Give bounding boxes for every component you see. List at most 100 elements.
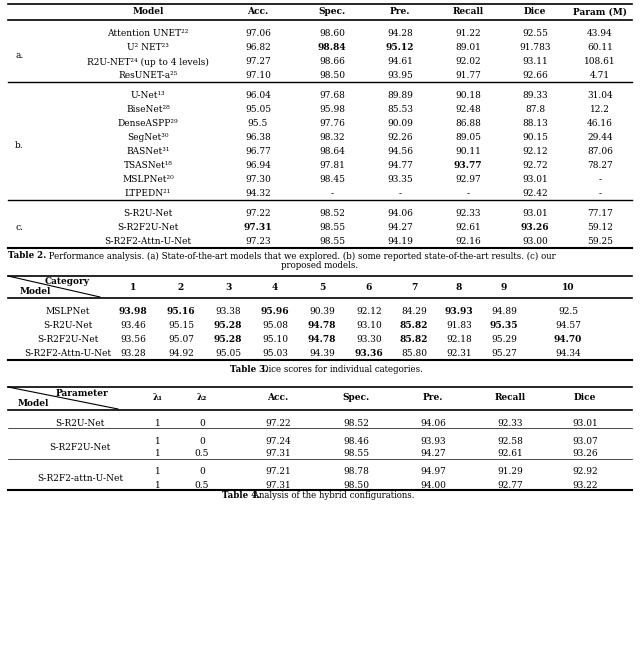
Text: 97.22: 97.22 [265, 419, 291, 428]
Text: 92.42: 92.42 [522, 189, 548, 198]
Text: 93.10: 93.10 [356, 322, 382, 331]
Text: 9: 9 [501, 282, 507, 291]
Text: 97.24: 97.24 [265, 436, 291, 445]
Text: 93.22: 93.22 [572, 481, 598, 489]
Text: 84.29: 84.29 [401, 307, 427, 316]
Text: 85.82: 85.82 [400, 322, 428, 331]
Text: Spec.: Spec. [342, 394, 370, 403]
Text: 93.30: 93.30 [356, 335, 382, 345]
Text: 95.12: 95.12 [386, 43, 414, 52]
Text: 98.52: 98.52 [343, 419, 369, 428]
Text: 89.01: 89.01 [455, 43, 481, 52]
Text: 93.01: 93.01 [522, 210, 548, 219]
Text: 90.39: 90.39 [309, 307, 335, 316]
Text: Dice: Dice [574, 394, 596, 403]
Text: Recall: Recall [495, 394, 525, 403]
Text: 93.93: 93.93 [420, 436, 446, 445]
Text: 92.5: 92.5 [558, 307, 578, 316]
Text: BiseNet²⁸: BiseNet²⁸ [126, 105, 170, 115]
Text: 94.28: 94.28 [387, 29, 413, 39]
Text: 98.55: 98.55 [319, 238, 345, 246]
Text: 93.26: 93.26 [521, 223, 549, 233]
Text: 92.12: 92.12 [522, 147, 548, 157]
Text: 95.27: 95.27 [491, 350, 517, 358]
Text: 1: 1 [155, 449, 161, 458]
Text: 87.06: 87.06 [587, 147, 613, 157]
Text: 91.22: 91.22 [455, 29, 481, 39]
Text: -: - [330, 189, 333, 198]
Text: 1: 1 [130, 282, 136, 291]
Text: 94.00: 94.00 [420, 481, 446, 489]
Text: 93.26: 93.26 [572, 449, 598, 458]
Text: a.: a. [15, 50, 23, 60]
Text: 98.46: 98.46 [343, 436, 369, 445]
Text: Acc.: Acc. [248, 7, 269, 16]
Text: 8: 8 [456, 282, 462, 291]
Text: 88.13: 88.13 [522, 119, 548, 128]
Text: 1: 1 [155, 481, 161, 489]
Text: S-R2F2-Attn-U-Net: S-R2F2-Attn-U-Net [24, 350, 111, 358]
Text: 92.26: 92.26 [387, 134, 413, 143]
Text: 96.04: 96.04 [245, 92, 271, 100]
Text: 97.68: 97.68 [319, 92, 345, 100]
Text: 97.31: 97.31 [265, 481, 291, 489]
Text: Table 3.: Table 3. [230, 364, 268, 373]
Text: 97.21: 97.21 [265, 468, 291, 476]
Text: 92.55: 92.55 [522, 29, 548, 39]
Text: 97.76: 97.76 [319, 119, 345, 128]
Text: 95.10: 95.10 [262, 335, 288, 345]
Text: 93.77: 93.77 [454, 162, 483, 170]
Text: SegNet³⁰: SegNet³⁰ [127, 134, 169, 143]
Text: U-Net¹³: U-Net¹³ [131, 92, 165, 100]
Text: 94.77: 94.77 [387, 162, 413, 170]
Text: 93.01: 93.01 [572, 419, 598, 428]
Text: 95.35: 95.35 [490, 322, 518, 331]
Text: ResUNET-a²⁵: ResUNET-a²⁵ [118, 71, 178, 81]
Text: 94.32: 94.32 [245, 189, 271, 198]
Text: Pre.: Pre. [390, 7, 410, 16]
Text: c.: c. [15, 223, 23, 233]
Text: 1: 1 [155, 436, 161, 445]
Text: 92.58: 92.58 [497, 436, 523, 445]
Text: 92.33: 92.33 [455, 210, 481, 219]
Text: Parameter: Parameter [55, 388, 108, 398]
Text: 92.61: 92.61 [497, 449, 523, 458]
Text: 7: 7 [411, 282, 417, 291]
Text: U² NET²³: U² NET²³ [127, 43, 169, 52]
Text: 92.02: 92.02 [455, 58, 481, 67]
Text: 94.78: 94.78 [308, 335, 336, 345]
Text: 94.57: 94.57 [555, 322, 581, 331]
Text: S-R2U-Net: S-R2U-Net [55, 419, 105, 428]
Text: 4.71: 4.71 [590, 71, 610, 81]
Text: 93.98: 93.98 [118, 307, 147, 316]
Text: MSLPNet: MSLPNet [45, 307, 90, 316]
Text: Table 4.: Table 4. [222, 491, 260, 500]
Text: 94.34: 94.34 [555, 350, 581, 358]
Text: MSLPNet²⁰: MSLPNet²⁰ [122, 176, 174, 185]
Text: 93.56: 93.56 [120, 335, 146, 345]
Text: λ₁: λ₁ [153, 394, 163, 403]
Text: b.: b. [15, 141, 24, 149]
Text: 0: 0 [199, 419, 205, 428]
Text: 98.66: 98.66 [319, 58, 345, 67]
Text: 92.48: 92.48 [455, 105, 481, 115]
Text: 92.92: 92.92 [572, 468, 598, 476]
Text: Performance analysis. (a) State-of-the-art models that we explored. (b) some rep: Performance analysis. (a) State-of-the-a… [46, 252, 556, 261]
Text: 92.33: 92.33 [497, 419, 523, 428]
Text: S-R2U-Net: S-R2U-Net [124, 210, 173, 219]
Text: 96.82: 96.82 [245, 43, 271, 52]
Text: 43.94: 43.94 [587, 29, 613, 39]
Text: 2: 2 [178, 282, 184, 291]
Text: 98.45: 98.45 [319, 176, 345, 185]
Text: 93.38: 93.38 [215, 307, 241, 316]
Text: 94.06: 94.06 [387, 210, 413, 219]
Text: 98.50: 98.50 [319, 71, 345, 81]
Text: 97.06: 97.06 [245, 29, 271, 39]
Text: 108.61: 108.61 [584, 58, 616, 67]
Text: 12.2: 12.2 [590, 105, 610, 115]
Text: 95.98: 95.98 [319, 105, 345, 115]
Text: -: - [399, 189, 401, 198]
Text: 29.44: 29.44 [587, 134, 613, 143]
Text: 94.19: 94.19 [387, 238, 413, 246]
Text: 98.64: 98.64 [319, 147, 345, 157]
